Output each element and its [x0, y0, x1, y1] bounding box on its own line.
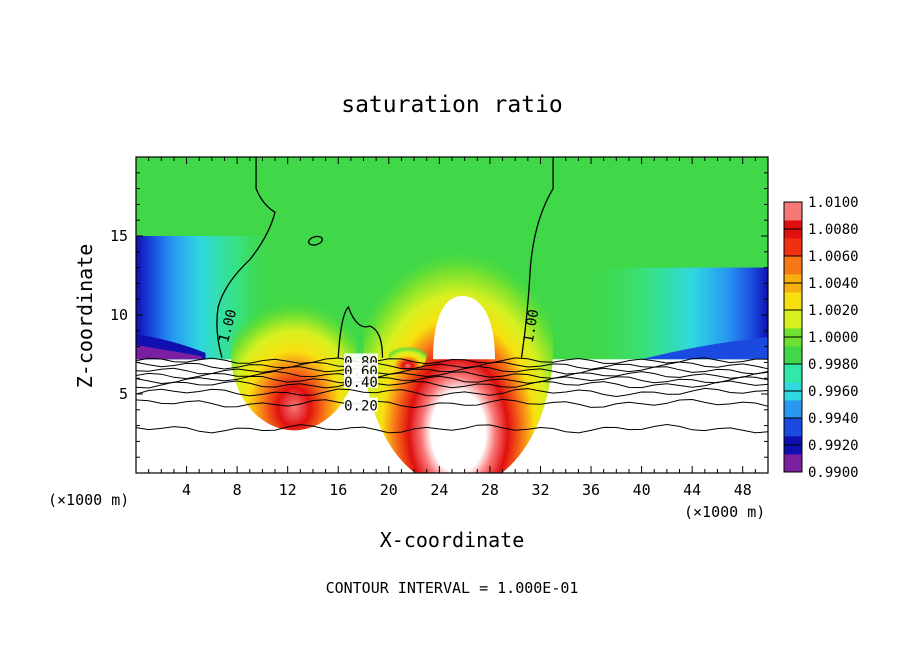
y-tick-label: 5: [119, 385, 128, 403]
colorbar-swatch: [784, 454, 802, 473]
colorbar-label: 1.0000: [808, 330, 859, 346]
colorbar: 0.9900 0.9920 0.9940 0.9960 0.9980 1.0000 1.00…: [783, 195, 859, 481]
x-axis-ticks: 4 8 12 16 20 24 28 32 36 40 44 48: [148, 157, 756, 499]
edge-band-purple: [136, 345, 202, 360]
y-axis-ticks: 5 10 15: [110, 172, 768, 458]
y-tick-label: 15: [110, 227, 128, 245]
contour-label-bg: [343, 373, 378, 388]
x-tick-label: 4: [182, 481, 191, 499]
colorbar-swatch: [784, 418, 802, 437]
contour-interval-note: CONTOUR INTERVAL = 1.000E-01: [326, 579, 579, 597]
colorbar-label: 1.0100: [808, 195, 859, 211]
contour-line: [136, 423, 768, 434]
contour-line: [136, 380, 768, 389]
contour-label: 0.40: [344, 375, 378, 391]
colorbar-label: 1.0060: [808, 249, 859, 265]
plume-small: [388, 341, 427, 371]
colorbar-swatch: [784, 256, 802, 275]
colorbar-swatch: [784, 400, 802, 419]
x-tick-label: 16: [329, 481, 347, 499]
contour-line: [136, 365, 768, 375]
x-tick-label: 12: [279, 481, 297, 499]
x-unit-right: (×1000 m): [684, 503, 765, 521]
contour-line: [136, 357, 768, 365]
colorbar-label: 0.9900: [808, 465, 859, 481]
colorbar-label: 1.0040: [808, 276, 859, 292]
contour-label: 0.20: [344, 399, 378, 415]
x-tick-label: 20: [380, 481, 398, 499]
contour-1-middle: [337, 305, 384, 358]
x-tick-label: 24: [430, 481, 448, 499]
x-tick-label: 36: [582, 481, 600, 499]
plume-core: [433, 296, 495, 360]
colorbar-swatch: [784, 310, 802, 329]
contour-1-left: [216, 157, 276, 358]
contour-1-right: [520, 157, 554, 358]
contour-label-bg: [343, 397, 378, 412]
x-tick-label: 44: [683, 481, 701, 499]
edge-band-right: [641, 337, 768, 360]
colorbar-swatch: [784, 238, 802, 257]
x-tick-label: 28: [481, 481, 499, 499]
colorbar-swatch: [784, 202, 802, 221]
color-field: [136, 157, 768, 473]
contour-line: [136, 375, 768, 385]
contour-label-bg: [343, 362, 378, 377]
colorbar-swatch: [784, 346, 802, 365]
x-tick-label: 40: [633, 481, 651, 499]
colorbar-label: 1.0080: [808, 222, 859, 238]
x-unit-left: (×1000 m): [48, 491, 129, 509]
y-tick-label: 10: [110, 306, 128, 324]
colorbar-swatch: [784, 364, 802, 383]
x-axis-label: X-coordinate: [380, 528, 525, 552]
contour-1-loop: [307, 235, 323, 246]
contour-line: [136, 370, 768, 380]
x-tick-label: 32: [531, 481, 549, 499]
y-axis-label: Z-coordinate: [73, 244, 97, 389]
colorbar-swatch: [784, 292, 802, 311]
chart-title: saturation ratio: [341, 92, 563, 118]
x-tick-label: 48: [734, 481, 752, 499]
contour-line: [136, 398, 768, 409]
contour-line: [136, 387, 768, 398]
contour-line: [136, 361, 768, 370]
colorbar-label: 1.0020: [808, 303, 859, 319]
contour-label: 1.00: [521, 308, 543, 344]
colorbar-label: 0.9920: [808, 438, 859, 454]
colorbar-label: 0.9960: [808, 384, 859, 400]
x-tick-label: 8: [233, 481, 242, 499]
colorbar-label: 0.9980: [808, 357, 859, 373]
colorbar-label: 0.9940: [808, 411, 859, 427]
